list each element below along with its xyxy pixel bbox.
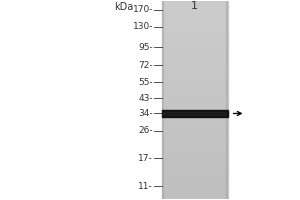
Text: 17-: 17- [138,154,153,163]
Text: 1: 1 [191,1,198,11]
Bar [226,1,228,199]
Text: 95-: 95- [138,43,153,52]
Text: 72-: 72- [138,61,153,70]
Bar [162,1,164,199]
Text: 11-: 11- [138,182,153,191]
Text: kDa: kDa [114,2,134,12]
Text: 130-: 130- [133,22,153,31]
Text: 43-: 43- [138,94,153,103]
Text: 55-: 55- [138,78,153,87]
Text: 34-: 34- [138,109,153,118]
Text: 26-: 26- [138,126,153,135]
Bar [164,112,226,115]
Text: 170-: 170- [133,5,153,14]
Bar [162,110,228,117]
